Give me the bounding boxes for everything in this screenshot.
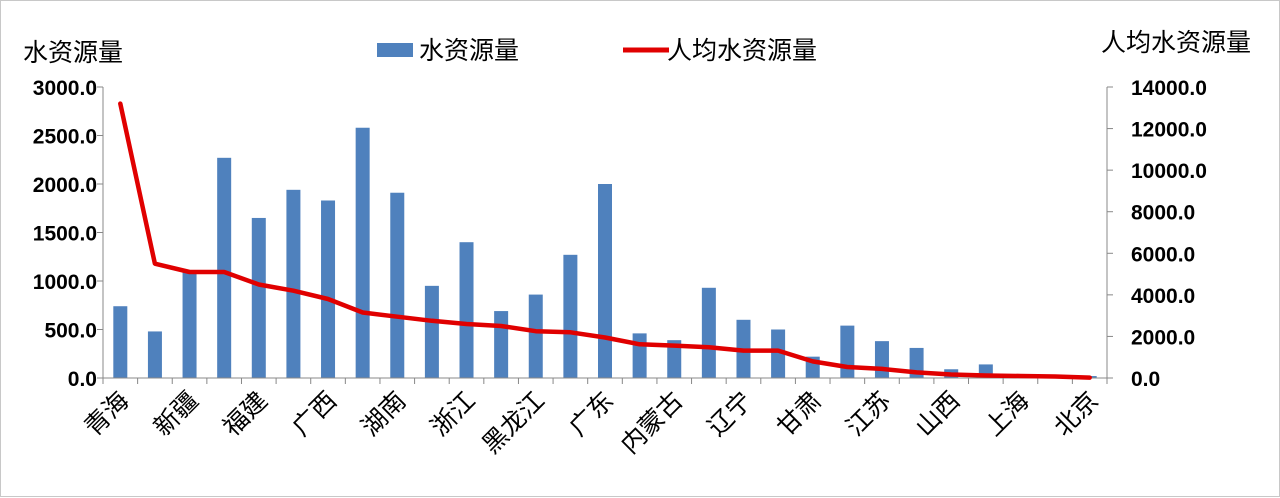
bar-青海	[113, 306, 128, 378]
right-axis-title: 人均水资源量	[1101, 28, 1251, 57]
bar-江西	[355, 127, 370, 379]
legend-bar-label: 水资源量	[419, 36, 519, 65]
left-tick-label: 3000.0	[33, 77, 97, 100]
bar-安徽	[563, 254, 578, 378]
bar-内蒙古	[667, 340, 682, 378]
bar-贵州	[424, 285, 439, 378]
bar-黑龙江	[528, 294, 543, 378]
line-series	[118, 101, 1092, 380]
legend-line-label: 人均水资源量	[667, 36, 817, 65]
x-tick-label: 山西	[910, 386, 966, 442]
right-tick-label: 6000.0	[1131, 243, 1195, 266]
bar-广西	[321, 200, 336, 378]
bar-series	[113, 127, 1097, 379]
bar-西藏	[147, 331, 162, 378]
bar-湖北	[632, 333, 647, 378]
bar-湖南	[390, 192, 405, 378]
right-tick-label: 0.0	[1131, 368, 1160, 391]
bar-福建	[251, 217, 266, 378]
bar-四川	[494, 311, 509, 378]
x-tick-label: 福建	[217, 386, 273, 442]
right-tick-label: 4000.0	[1131, 285, 1195, 308]
x-tick-label: 上海	[979, 386, 1035, 442]
right-tick-label: 10000.0	[1131, 160, 1207, 183]
x-tick-label: 甘肃	[771, 386, 827, 442]
x-tick-label: 青海	[79, 386, 135, 442]
bar-陕西	[840, 325, 855, 378]
x-tick-label: 辽宁	[702, 386, 758, 442]
legend-bar-swatch	[377, 43, 413, 57]
x-tick-label: 北京	[1048, 386, 1104, 442]
right-tick-label: 14000.0	[1131, 77, 1207, 100]
bar-新疆	[182, 271, 197, 378]
x-tick-label: 浙江	[425, 386, 481, 442]
left-tick-label: 2000.0	[33, 174, 97, 197]
x-tick-label: 湖南	[356, 386, 412, 442]
left-tick-label: 0.0	[68, 368, 97, 391]
axes	[97, 86, 1113, 384]
x-tick-label: 新疆	[148, 386, 204, 442]
bar-广东	[598, 184, 612, 378]
bar-浙江	[459, 242, 474, 378]
x-tick-label: 内蒙古	[615, 386, 689, 460]
right-tick-label: 12000.0	[1131, 119, 1207, 142]
bar-重庆	[771, 329, 786, 378]
left-tick-label: 500.0	[44, 320, 97, 343]
per-capita-line	[118, 101, 1092, 380]
left-tick-label: 1000.0	[33, 271, 97, 294]
bar-云南	[286, 189, 301, 378]
tick-labels: 0.0 500.0 1000.0 1500.0 2000.0 2500.0 3000.0 0.…	[33, 77, 1207, 459]
right-tick-label: 8000.0	[1131, 202, 1195, 225]
x-tick-label: 广西	[286, 386, 342, 442]
x-tick-label: 江苏	[840, 386, 896, 442]
bar-江苏	[874, 341, 889, 378]
right-tick-label: 2000.0	[1131, 326, 1195, 349]
left-axis-title: 水资源量	[23, 38, 123, 67]
x-tick-label: 黑龙江	[476, 386, 550, 460]
bar-吉林	[701, 287, 716, 378]
left-tick-label: 2500.0	[33, 126, 97, 149]
x-tick-label: 广东	[563, 386, 619, 442]
left-tick-label: 1500.0	[33, 223, 97, 246]
bar-海南	[217, 157, 232, 378]
